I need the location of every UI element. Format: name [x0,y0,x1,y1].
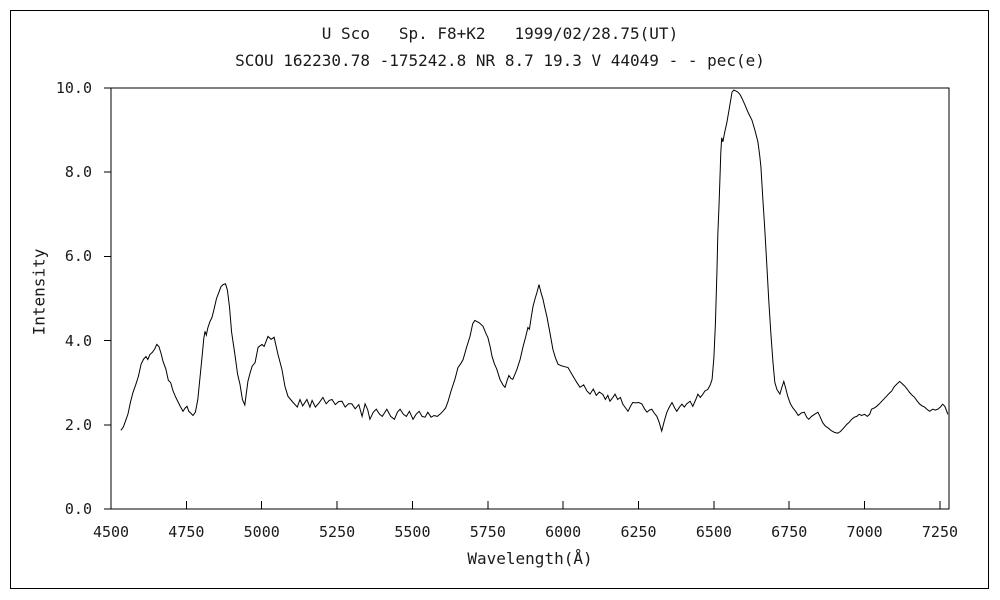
x-tick-label: 5750 [469,523,506,541]
y-tick-label: 0.0 [64,500,92,518]
x-tick-label: 6500 [695,523,732,541]
y-tick-label: 4.0 [64,331,92,350]
spectrum-line [120,89,949,434]
x-tick-label: 7250 [921,523,959,541]
y-tick-label: 10.0 [55,79,92,97]
x-axis-title: Wavelength(Å) [467,549,593,568]
x-tick-label: 6000 [545,523,582,541]
x-tick-label: 7000 [846,523,883,541]
x-tick-label: 5500 [394,523,431,541]
outer-border [10,10,989,589]
y-tick-label: 6.0 [64,247,92,266]
chart-title: U Sco Sp. F8+K2 1999/02/28.75(UT) [321,24,679,43]
plot-frame [110,87,950,510]
x-tick-label: 6250 [620,523,657,541]
x-tick-label: 4500 [92,523,130,541]
y-tick-label: 2.0 [64,415,92,434]
x-tick-label: 5000 [243,523,280,541]
x-tick-label: 5250 [319,523,356,541]
x-tick-label: 6750 [771,523,808,541]
x-tick-label: 4750 [168,523,205,541]
y-tick-label: 8.0 [64,163,92,182]
chart-subtitle: SCOU 162230.78 -175242.8 NR 8.7 19.3 V 4… [235,51,765,70]
